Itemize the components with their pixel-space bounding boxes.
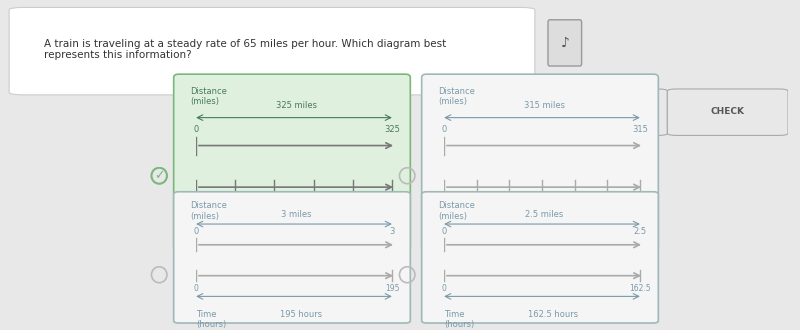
Text: Distance
(miles): Distance (miles) <box>190 87 227 106</box>
Text: 162.5 hours: 162.5 hours <box>528 310 578 319</box>
Text: CHECK: CHECK <box>710 107 745 116</box>
Text: 5: 5 <box>390 198 394 207</box>
FancyBboxPatch shape <box>174 192 410 323</box>
Text: 2.5 miles: 2.5 miles <box>525 210 563 219</box>
Text: CLEAR: CLEAR <box>591 107 623 116</box>
Text: A train is traveling at a steady rate of 65 miles per hour. Which diagram best
r: A train is traveling at a steady rate of… <box>44 39 446 60</box>
Text: 325 miles: 325 miles <box>275 101 317 111</box>
FancyBboxPatch shape <box>667 89 788 135</box>
Text: 3: 3 <box>539 198 545 207</box>
Text: 4: 4 <box>350 198 355 207</box>
Text: 195 hours: 195 hours <box>280 310 322 319</box>
FancyBboxPatch shape <box>422 192 658 323</box>
Text: 3: 3 <box>390 227 394 236</box>
Text: 5: 5 <box>605 198 610 207</box>
Text: 0: 0 <box>194 284 198 293</box>
Text: 0: 0 <box>442 284 446 293</box>
FancyBboxPatch shape <box>422 74 658 251</box>
Text: 3 miles: 3 miles <box>281 210 311 219</box>
Text: 195: 195 <box>385 284 399 293</box>
Text: 5 hours: 5 hours <box>280 233 312 242</box>
FancyBboxPatch shape <box>546 89 667 135</box>
Text: ♪: ♪ <box>560 36 570 50</box>
Text: 0: 0 <box>442 198 446 207</box>
Text: Time
(hours): Time (hours) <box>196 310 226 329</box>
Text: 6 hours: 6 hours <box>528 233 560 242</box>
FancyBboxPatch shape <box>548 20 582 66</box>
FancyBboxPatch shape <box>174 74 410 251</box>
Text: 2: 2 <box>272 198 277 207</box>
Text: 4: 4 <box>572 198 577 207</box>
Text: Time
(hours): Time (hours) <box>196 233 226 252</box>
Text: 1: 1 <box>474 198 479 207</box>
Text: 2: 2 <box>507 198 512 207</box>
Text: 0: 0 <box>442 125 446 134</box>
Text: Distance
(miles): Distance (miles) <box>438 87 475 106</box>
Text: 0: 0 <box>442 227 446 236</box>
Text: 315: 315 <box>632 125 648 134</box>
Text: 6: 6 <box>638 198 642 207</box>
FancyBboxPatch shape <box>9 8 535 95</box>
Text: 162.5: 162.5 <box>629 284 651 293</box>
Text: 3: 3 <box>311 198 316 207</box>
Text: 2.5: 2.5 <box>634 227 646 236</box>
Text: Distance
(miles): Distance (miles) <box>190 201 227 221</box>
Text: 315 miles: 315 miles <box>523 101 565 111</box>
Text: 0: 0 <box>194 198 198 207</box>
Text: ✓: ✓ <box>154 170 165 182</box>
Text: 1: 1 <box>233 198 238 207</box>
Text: 0: 0 <box>194 227 198 236</box>
Text: Distance
(miles): Distance (miles) <box>438 201 475 221</box>
Text: 325: 325 <box>384 125 400 134</box>
Text: 0: 0 <box>194 125 198 134</box>
Text: Time
(hours): Time (hours) <box>444 233 474 252</box>
Text: Time
(hours): Time (hours) <box>444 310 474 329</box>
